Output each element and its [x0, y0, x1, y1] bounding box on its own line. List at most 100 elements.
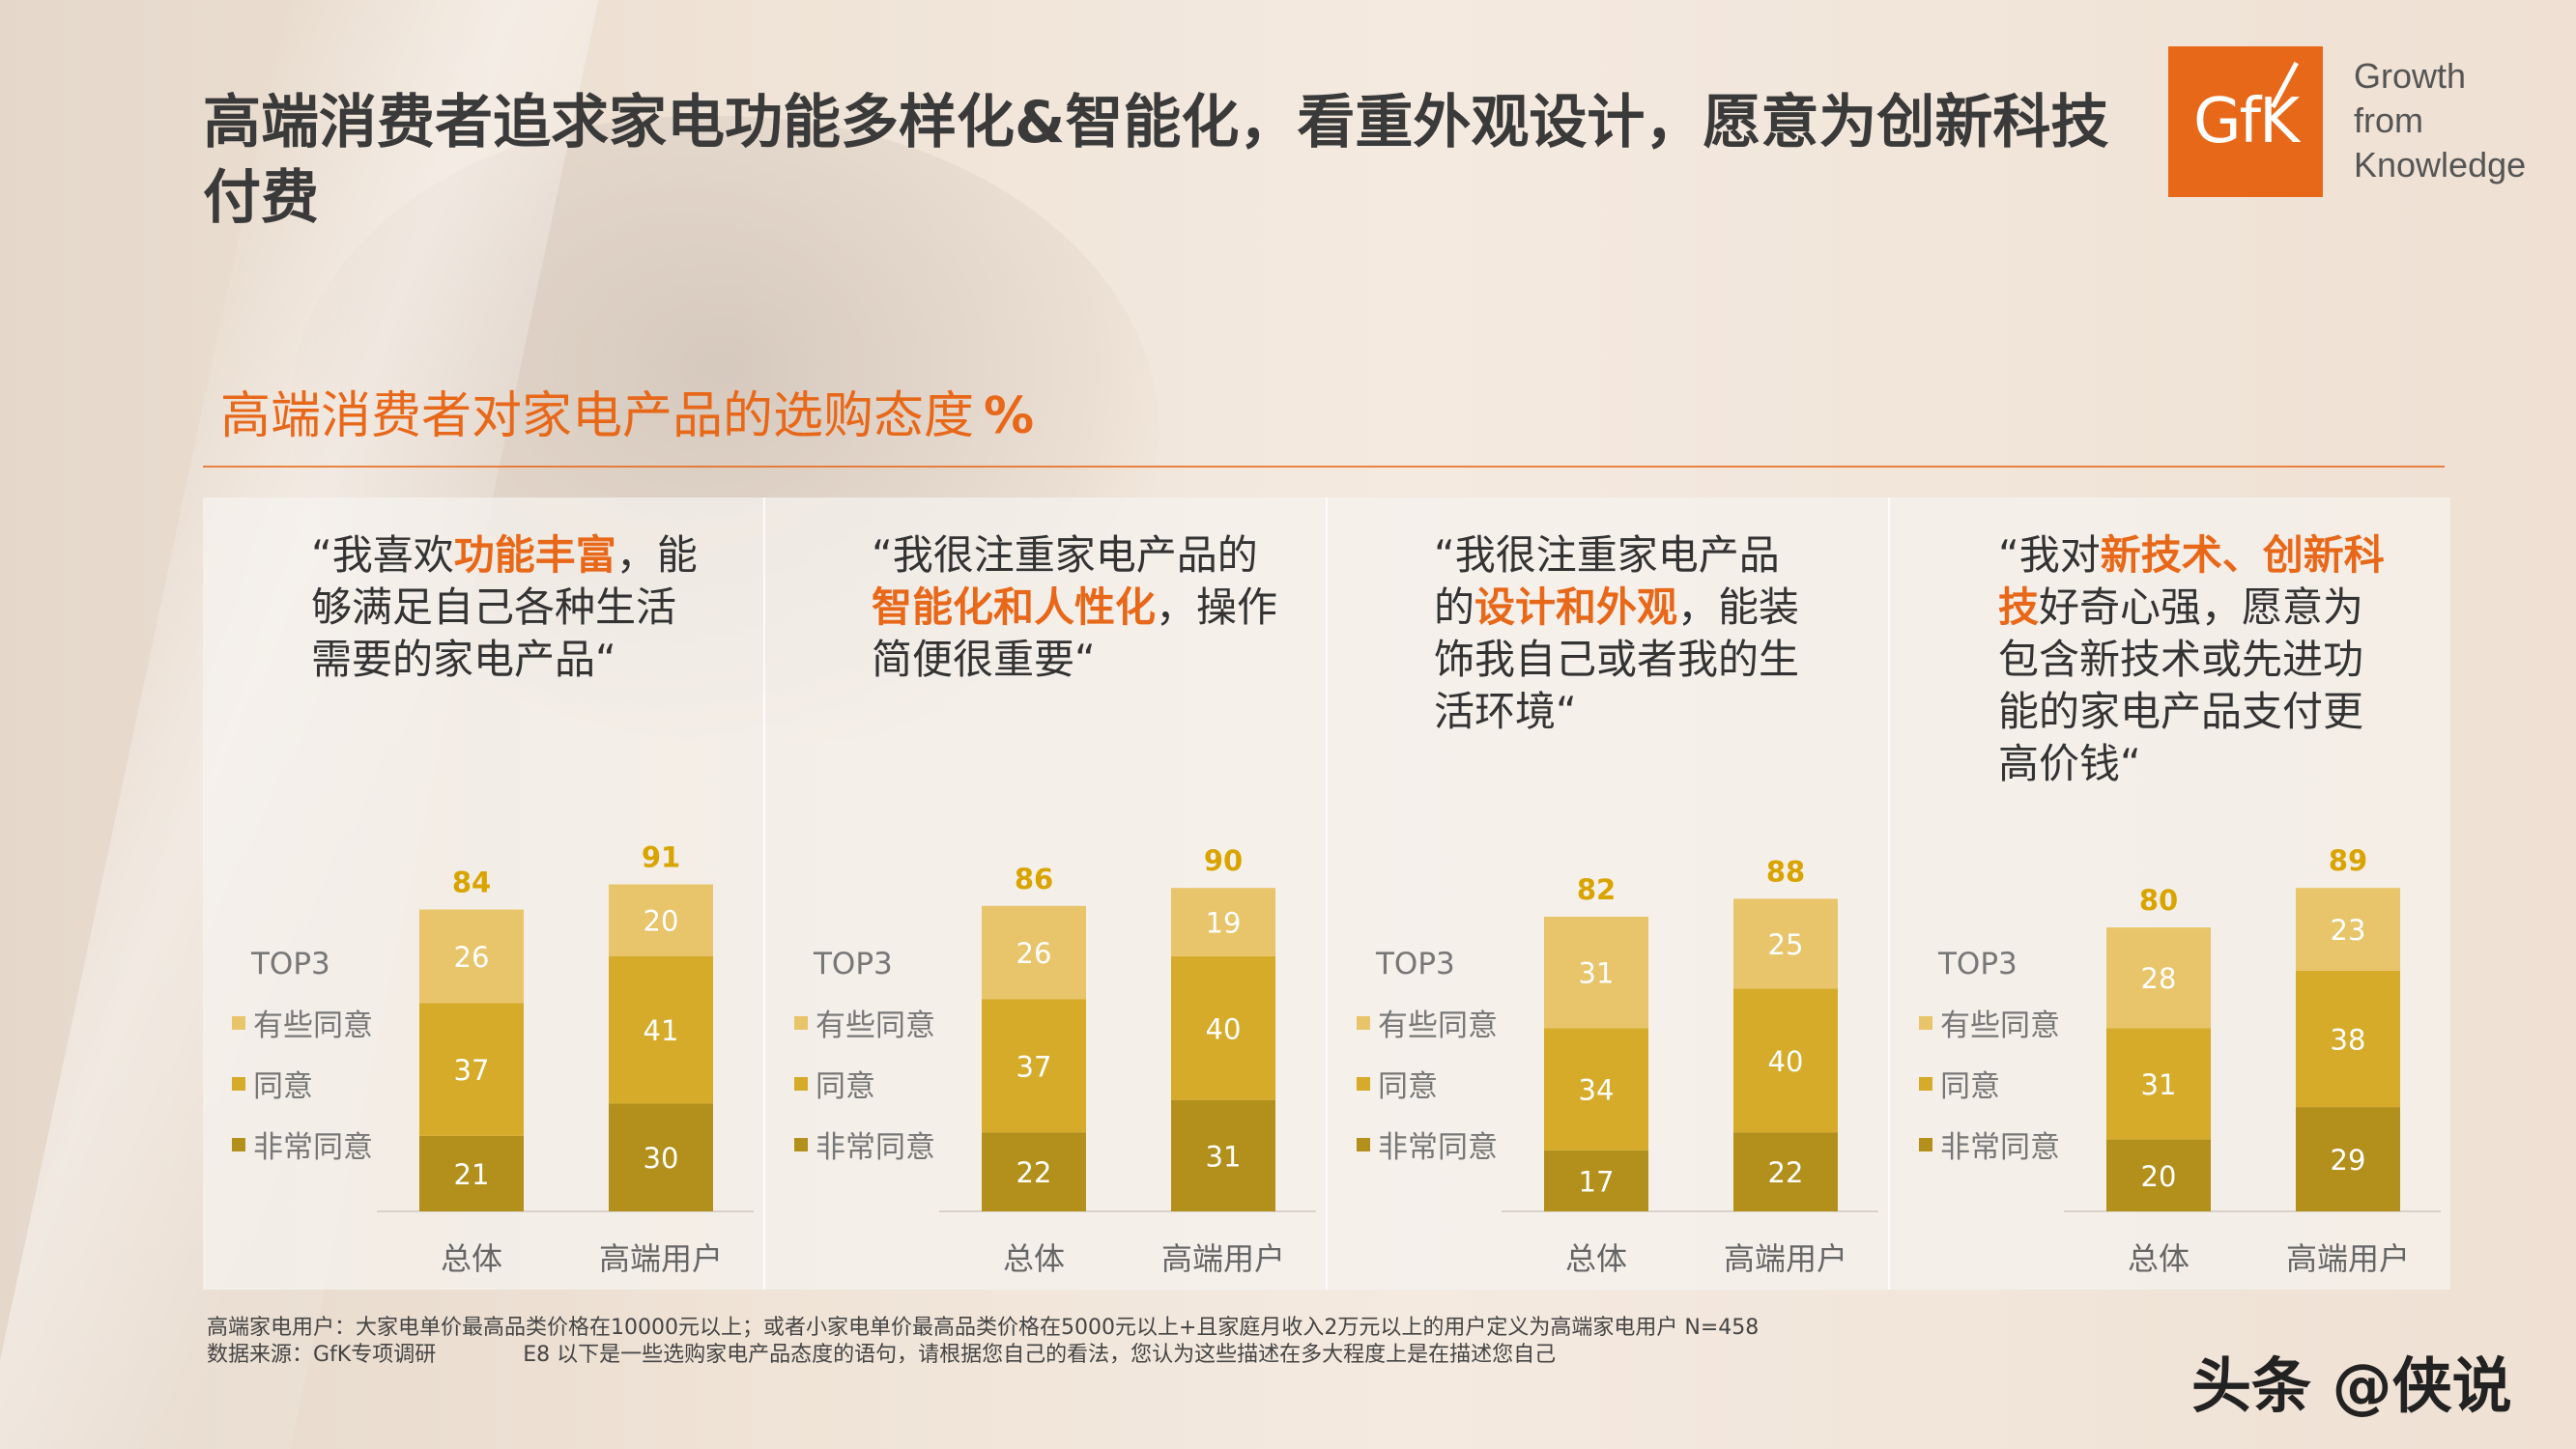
- bar-segment-label: 37: [1016, 1050, 1052, 1083]
- legend-swatch: [1919, 1138, 1932, 1151]
- legend-title: TOP3: [1937, 947, 2018, 981]
- legend-swatch: [1357, 1077, 1370, 1091]
- bar-total-label: 82: [1577, 873, 1616, 906]
- quote-2-highlight: 智能化和人性化: [872, 583, 1157, 631]
- category-label: 高端用户: [1161, 1240, 1285, 1277]
- quote-3: “我很注重家电产品的设计和外观，能装饰我自己或者我的生活环境“: [1434, 529, 1811, 738]
- bar-total-label: 86: [1015, 863, 1053, 895]
- gfk-logo: GfK: [2168, 46, 2323, 197]
- bar-segment-label: 29: [2331, 1144, 2366, 1177]
- legend-label: 有些同意: [253, 1009, 373, 1043]
- quote-3-post: ，能装饰我自己或者我的生活环境“: [1434, 583, 1800, 735]
- bar-segment: [1171, 1099, 1275, 1211]
- bar-segment: [1733, 988, 1838, 1133]
- quote-1-pre: “我喜欢: [311, 531, 454, 579]
- bar-segment-label: 19: [1206, 907, 1242, 940]
- subtitle-text: 高端消费者对家电产品的选购态度: [220, 387, 975, 445]
- legend-title: TOP3: [1375, 947, 1455, 981]
- bar-segment: [419, 909, 524, 1004]
- quote-4-highlight: 新技术、创新科技: [1998, 531, 2385, 631]
- bar-segment-label: 26: [454, 941, 490, 974]
- quote-2-pre: “我很注重家电产品的: [872, 531, 1258, 579]
- legend-label: 同意: [1940, 1069, 2000, 1104]
- legend-swatch: [1357, 1016, 1370, 1030]
- legend-label: 同意: [1378, 1069, 1438, 1104]
- bar-segment-label: 28: [2141, 962, 2177, 995]
- bar-segment-label: 31: [2141, 1068, 2177, 1101]
- bar-segment-label: 40: [1206, 1012, 1242, 1045]
- bar-segment-label: 20: [644, 905, 679, 938]
- category-label: 总体: [441, 1240, 502, 1277]
- bar-segment: [609, 955, 713, 1104]
- bar-segment: [609, 884, 713, 956]
- legend-label: 非常同意: [1940, 1130, 2060, 1165]
- bar-segment-label: 22: [1016, 1156, 1052, 1189]
- legend-label: 非常同意: [816, 1130, 935, 1165]
- bar-segment: [419, 1003, 524, 1136]
- bar-segment-label: 31: [1206, 1140, 1242, 1173]
- bar-segment-label: 20: [2141, 1160, 2177, 1193]
- bar-segment: [2106, 1028, 2211, 1140]
- bar-segment: [2106, 927, 2211, 1029]
- tagline-line-3: Knowledge: [2354, 145, 2527, 185]
- legend-title: TOP3: [250, 947, 330, 981]
- footnote-source-text: 数据来源：GfK专项调研: [207, 1343, 437, 1367]
- bar-segment: [1544, 1028, 1648, 1151]
- category-label: 总体: [1003, 1240, 1065, 1277]
- bar-segment-label: 17: [1579, 1165, 1615, 1198]
- bar-segment: [982, 999, 1086, 1133]
- tagline-line-2: from: [2354, 100, 2423, 140]
- legend-swatch: [794, 1016, 808, 1030]
- bar-segment: [419, 1135, 524, 1211]
- bar-segment: [2106, 1139, 2211, 1211]
- bar-segment: [609, 1103, 713, 1211]
- quote-4-pre: “我对: [1998, 531, 2101, 579]
- logo-tagline: Growth from Knowledge: [2354, 54, 2566, 187]
- category-label: 高端用户: [599, 1240, 723, 1277]
- bar-total-label: 90: [1204, 844, 1243, 877]
- bar-segment-label: 25: [1768, 928, 1804, 961]
- bar-segment: [1171, 955, 1275, 1100]
- bar-total-label: 89: [2329, 844, 2367, 877]
- quote-4: “我对新技术、创新科技好奇心强，愿意为 包含新技术或先进功能的家电产品支付更 高…: [1998, 529, 2385, 790]
- bar-segment: [1544, 1150, 1648, 1211]
- legend-label: 有些同意: [1378, 1009, 1498, 1043]
- bar-segment: [1733, 898, 1838, 989]
- bar-segment-label: 30: [644, 1142, 679, 1175]
- watermark: 头条 @侠说: [2191, 1350, 2512, 1421]
- bar-segment: [1171, 888, 1275, 956]
- category-label: 高端用户: [1724, 1240, 1847, 1277]
- subtitle-unit: %: [984, 387, 1035, 445]
- footnote-question-text: E8 以下是一些选购家电产品态度的语句，请根据您自己的看法，您认为这些描述在多大…: [523, 1343, 1557, 1367]
- bar-segment-label: 38: [2331, 1023, 2366, 1056]
- legend-label: 同意: [253, 1069, 313, 1104]
- quote-1: “我喜欢功能丰富，能够满足自己各种生活 需要的家电产品“: [311, 529, 717, 686]
- logo-text: GfK: [2192, 86, 2300, 157]
- bar-segment: [2296, 970, 2400, 1108]
- panel-divider: [1888, 497, 1890, 1290]
- quote-3-highlight: 设计和外观: [1474, 583, 1678, 631]
- category-label: 总体: [2128, 1240, 2190, 1277]
- page-title: 高端消费者追求家电功能多样化&智能化，看重外观设计，愿意为创新科技付费: [203, 89, 2109, 232]
- bar-total-label: 88: [1766, 855, 1805, 888]
- legend-label: 非常同意: [1378, 1130, 1498, 1165]
- bar-segment: [982, 905, 1086, 1000]
- tagline-line-1: Growth: [2354, 56, 2467, 96]
- bar-segment-label: 41: [644, 1014, 679, 1047]
- bar-total-label: 84: [452, 867, 491, 899]
- bar-segment: [1733, 1132, 1838, 1211]
- quote-3-pre: “我很注重家电产品的: [1434, 531, 1780, 631]
- bar-total-label: 91: [642, 840, 680, 873]
- quote-1-highlight: 功能丰富: [453, 531, 616, 579]
- legend-swatch: [232, 1077, 245, 1091]
- bar-segment-label: 26: [1016, 937, 1052, 970]
- legend-swatch: [232, 1138, 245, 1151]
- legend-label: 有些同意: [816, 1009, 935, 1043]
- quote-4-post: 好奇心强，愿意为 包含新技术或先进功能的家电产品支付更 高价钱“: [1998, 583, 2364, 787]
- subtitle-rule: [203, 466, 2445, 468]
- legend-label: 非常同意: [253, 1130, 373, 1165]
- legend-swatch: [794, 1138, 808, 1151]
- bar-segment-label: 40: [1768, 1045, 1804, 1078]
- bar-segment-label: 31: [1579, 957, 1615, 990]
